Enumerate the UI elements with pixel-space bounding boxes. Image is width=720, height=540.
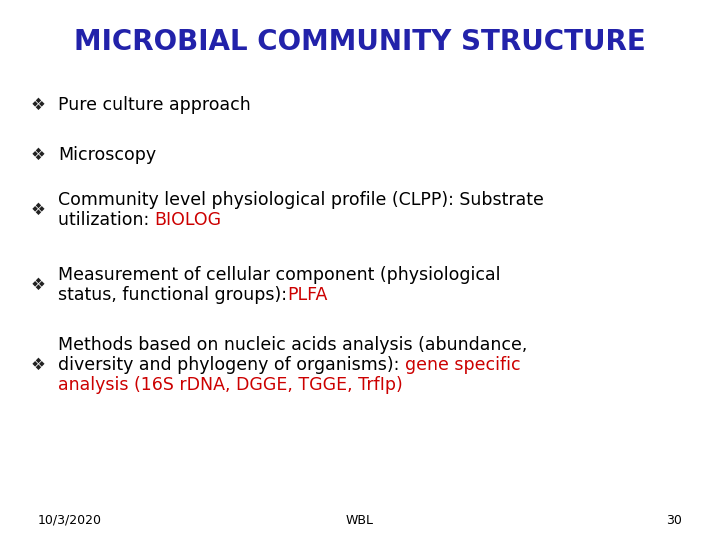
- Text: ❖: ❖: [30, 96, 45, 114]
- Text: gene specific: gene specific: [405, 356, 521, 374]
- Text: ❖: ❖: [30, 276, 45, 294]
- Text: 30: 30: [666, 514, 682, 526]
- Text: ❖: ❖: [30, 146, 45, 164]
- Text: Pure culture approach: Pure culture approach: [58, 96, 251, 114]
- Text: utilization:: utilization:: [58, 211, 155, 229]
- Text: Methods based on nucleic acids analysis (abundance,: Methods based on nucleic acids analysis …: [58, 336, 527, 354]
- Text: analysis (16S rDNA, DGGE, TGGE, TrfIp): analysis (16S rDNA, DGGE, TGGE, TrfIp): [58, 376, 402, 394]
- Text: Community level physiological profile (CLPP): Substrate: Community level physiological profile (C…: [58, 191, 544, 209]
- Text: Microscopy: Microscopy: [58, 146, 156, 164]
- Text: MICROBIAL COMMUNITY STRUCTURE: MICROBIAL COMMUNITY STRUCTURE: [74, 28, 646, 56]
- Text: 10/3/2020: 10/3/2020: [38, 514, 102, 526]
- Text: Measurement of cellular component (physiological: Measurement of cellular component (physi…: [58, 266, 500, 284]
- Text: diversity and phylogeny of organisms):: diversity and phylogeny of organisms):: [58, 356, 405, 374]
- Text: WBL: WBL: [346, 514, 374, 526]
- Text: BIOLOG: BIOLOG: [155, 211, 222, 229]
- Text: ❖: ❖: [30, 201, 45, 219]
- Text: PLFA: PLFA: [287, 286, 328, 304]
- Text: status, functional groups):: status, functional groups):: [58, 286, 287, 304]
- Text: ❖: ❖: [30, 356, 45, 374]
